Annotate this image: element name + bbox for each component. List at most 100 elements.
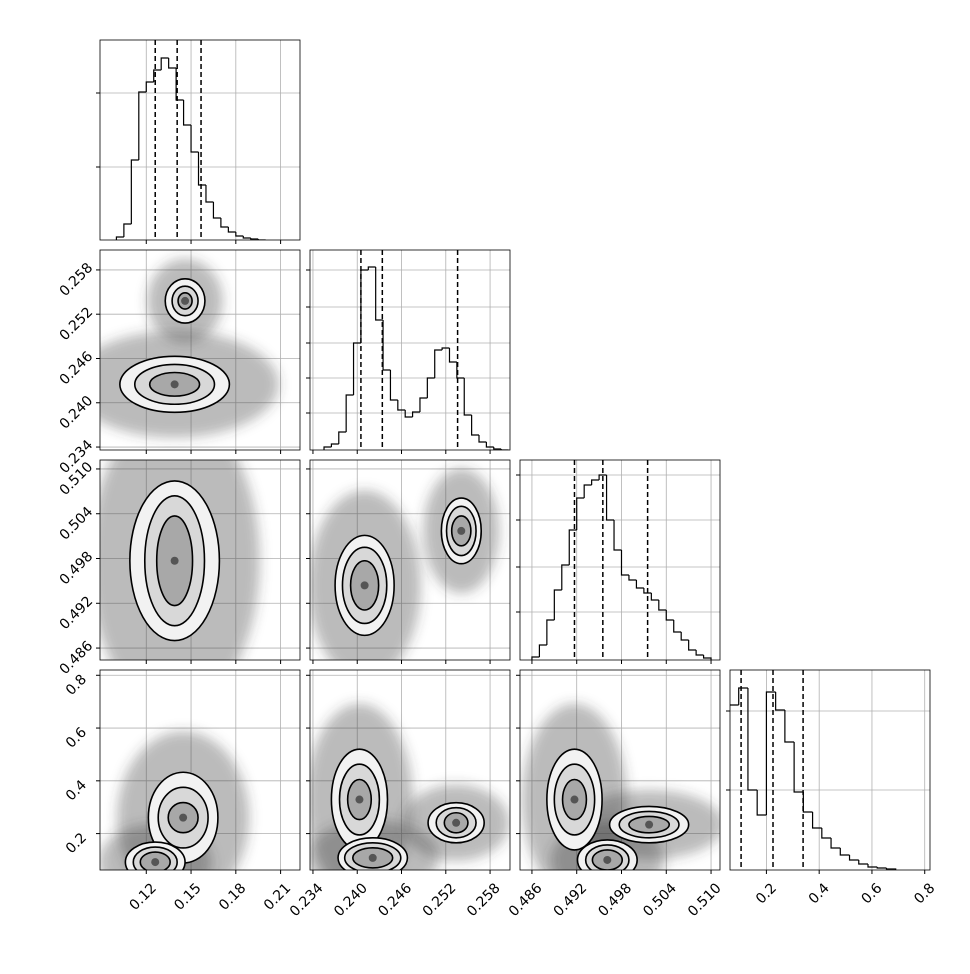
y-tick-label: 0.4: [63, 777, 90, 804]
panel: [306, 459, 511, 664]
x-tick-label: 0.4: [806, 880, 833, 907]
y-tick-label: 0.252: [57, 304, 97, 344]
panel-frame: [99, 249, 301, 451]
panel-frame: [309, 459, 511, 661]
x-tick-label: 0.234: [287, 880, 327, 920]
panel-content: [100, 40, 300, 240]
hist-bin: [138, 91, 147, 160]
panel-frame: [309, 669, 511, 871]
density-peak: [368, 853, 377, 862]
hist-bin: [500, 449, 509, 450]
hist-bin: [628, 575, 637, 581]
hist-bin: [688, 640, 697, 651]
hist-bin: [250, 238, 259, 240]
x-tick-label: 0.246: [375, 880, 415, 920]
hist-bin: [375, 267, 384, 321]
density-peak: [355, 795, 364, 804]
panel-frame: [99, 459, 301, 661]
panel-frame: [729, 669, 931, 871]
panel-content: [100, 460, 300, 660]
panel-frame: [519, 669, 721, 871]
x-tick-label: 0.498: [595, 880, 635, 920]
hist-bin: [227, 227, 236, 233]
density-peak: [645, 820, 654, 829]
panel: [96, 39, 301, 244]
hist-bin: [404, 410, 413, 418]
hist-bin: [802, 792, 813, 813]
hist-bin: [821, 828, 832, 839]
y-tick-label: 0.492: [57, 593, 97, 633]
x-tick-label: 0.15: [171, 880, 204, 913]
hist-bin: [220, 218, 229, 228]
hist-bin: [848, 855, 859, 861]
hist-bin: [867, 864, 878, 868]
panel-content: [730, 670, 930, 870]
hist-bin: [583, 484, 592, 498]
hist-bin: [471, 415, 480, 436]
density-peak: [457, 526, 466, 535]
hist-bin: [345, 394, 354, 432]
hist-bin: [367, 266, 376, 270]
hist-bin: [613, 520, 622, 551]
hist-bin: [242, 236, 251, 239]
hist-bin: [830, 838, 841, 849]
y-tick-label: 0.504: [57, 504, 97, 544]
x-tick-label: 0.8: [911, 880, 938, 907]
hist-bin: [441, 347, 450, 350]
hist-bin: [463, 378, 472, 416]
x-tick-label: 0.6: [859, 880, 886, 907]
hist-bin: [190, 125, 199, 153]
x-tick-label: 0.252: [420, 880, 460, 920]
hist-bin: [389, 370, 398, 401]
density-peak: [603, 855, 612, 864]
hist-bin: [338, 431, 347, 444]
hist-bin: [478, 435, 487, 443]
hist-bin: [553, 589, 562, 620]
hist-bin: [591, 479, 600, 485]
x-tick-label: 0.504: [640, 880, 680, 920]
hist-bin: [197, 152, 206, 186]
density-peak: [170, 380, 179, 389]
density-peak: [360, 581, 369, 590]
panel-content: [310, 670, 510, 870]
hist-bin: [643, 588, 652, 594]
panel: 0.12 0.15 0.18 0.210.20.40.60.8: [63, 669, 301, 914]
hist-bin: [702, 655, 712, 660]
hist-bin: [411, 411, 420, 417]
hist-bin: [546, 619, 555, 645]
y-tick-label: 0.6: [63, 724, 90, 751]
hist-bin: [885, 868, 897, 870]
density-peak: [179, 813, 188, 822]
hist-bin: [695, 650, 704, 656]
panel-content: [100, 670, 300, 870]
hist-bin: [330, 443, 339, 447]
x-tick-label: 0.492: [551, 880, 591, 920]
hist-bin: [680, 632, 689, 641]
hist-bin: [811, 812, 822, 829]
hist-bin: [747, 688, 758, 791]
panel: 0.2 0.4 0.6 0.8: [726, 669, 938, 907]
hist-bin: [130, 159, 139, 224]
x-tick-label: 0.18: [216, 880, 249, 913]
panel-content: [310, 460, 510, 660]
x-tick-label: 0.240: [331, 880, 371, 920]
density-peak: [452, 818, 461, 827]
y-tick-label: 0.240: [57, 393, 97, 433]
y-tick-label: 0.258: [57, 260, 97, 300]
hist-bin: [175, 68, 184, 101]
hist-bin: [123, 223, 132, 237]
hist-bin: [793, 742, 804, 793]
hist-bin: [738, 687, 748, 705]
hist-bin: [205, 185, 214, 203]
density-peak: [170, 556, 179, 565]
hist-bin: [434, 349, 443, 378]
y-tick-label: 0.498: [57, 549, 97, 589]
panel-content: [520, 460, 720, 660]
hist-bin: [756, 790, 767, 816]
hist-bin: [673, 620, 682, 633]
hist-bin: [784, 710, 795, 743]
hist-bin: [323, 446, 332, 450]
panel-frame: [519, 459, 721, 661]
